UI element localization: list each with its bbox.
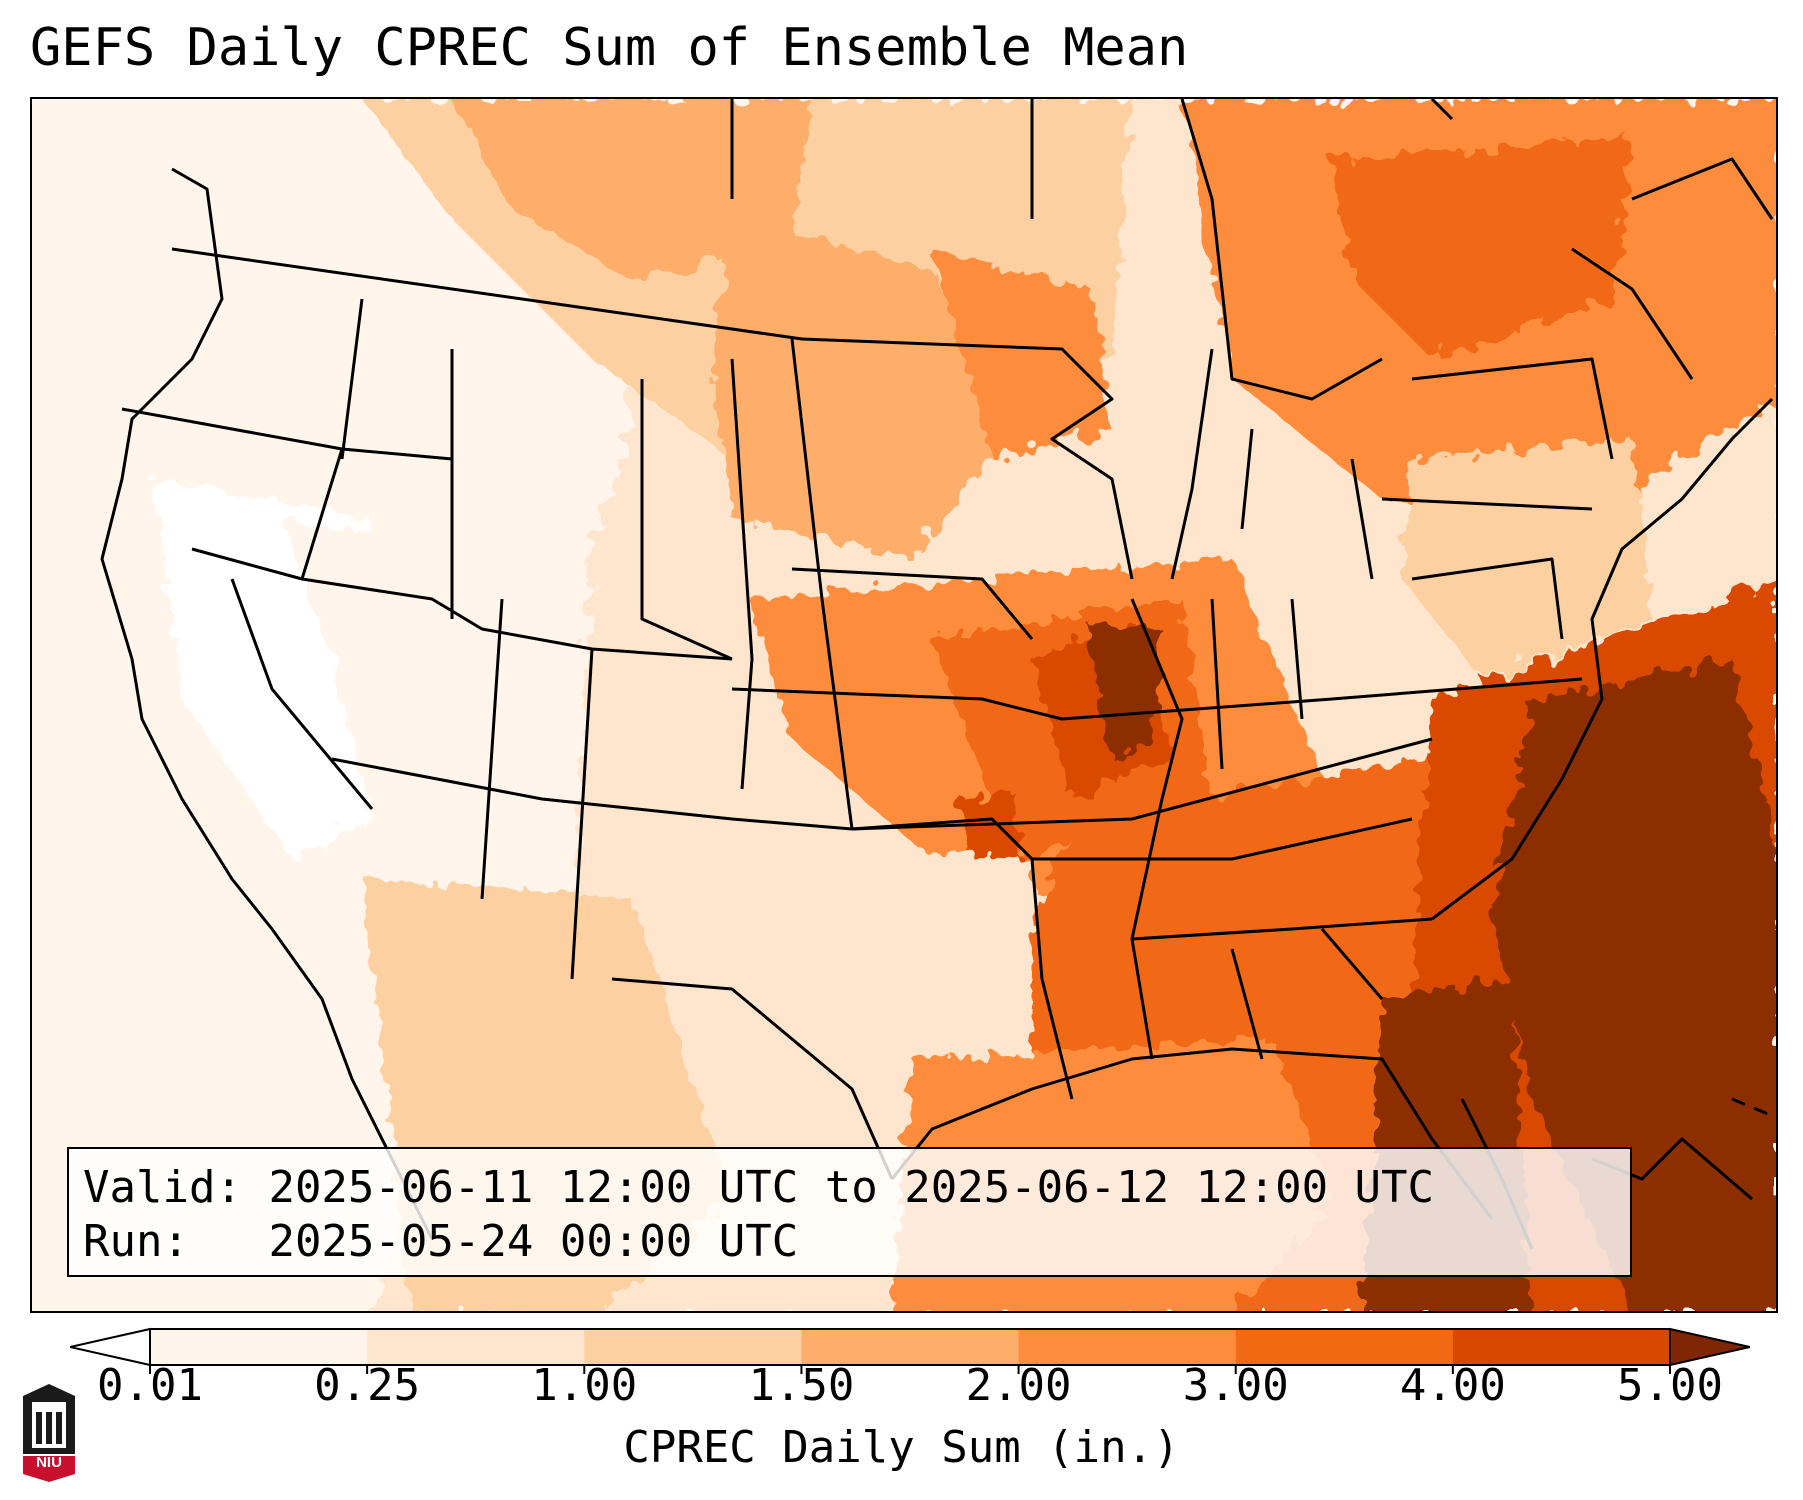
run-time: 2025-05-24 00:00 UTC bbox=[268, 1216, 799, 1267]
colorbar-tick-label: 0.01 bbox=[97, 1360, 203, 1411]
colorbar-tick-label: 0.25 bbox=[314, 1360, 421, 1411]
map-panel bbox=[30, 97, 1778, 1313]
colorbar-tick-label: 2.00 bbox=[965, 1360, 1072, 1411]
valid-time-box: Valid: 2025-06-11 12:00 UTC to 2025-06-1… bbox=[67, 1147, 1632, 1277]
colorbar-tick-label: 5.00 bbox=[1617, 1360, 1723, 1411]
colorbar bbox=[70, 1327, 1750, 1374]
precipitation-map bbox=[32, 99, 1776, 1311]
colorbar-segment bbox=[1018, 1329, 1237, 1365]
map-title: GEFS Daily CPREC Sum of Ensemble Mean bbox=[30, 18, 1189, 78]
valid-range: 2025-06-11 12:00 UTC to 2025-06-12 12:00… bbox=[268, 1162, 1435, 1213]
colorbar-tick-label: 1.50 bbox=[748, 1360, 855, 1411]
valid-label: Valid: bbox=[83, 1162, 242, 1213]
run-label: Run: bbox=[83, 1216, 189, 1267]
colorbar-segment bbox=[584, 1329, 802, 1365]
colorbar-segment bbox=[1235, 1329, 1454, 1365]
niu-logo bbox=[23, 1384, 75, 1482]
precip-field bbox=[32, 99, 1776, 1311]
colorbar-tick-label: 4.00 bbox=[1399, 1360, 1506, 1411]
niu-logo-text: NIU bbox=[36, 1454, 62, 1471]
colorbar-frame bbox=[149, 1328, 1671, 1366]
colorbar-tick-label: 3.00 bbox=[1182, 1360, 1289, 1411]
colorbar-segment bbox=[150, 1329, 368, 1365]
colorbar-segment bbox=[801, 1329, 1020, 1365]
colorbar-label: CPREC Daily Sum (in.) bbox=[623, 1422, 1180, 1473]
colorbar-segment bbox=[367, 1329, 585, 1365]
colorbar-segment bbox=[1452, 1329, 1671, 1365]
colorbar-tick-label: 1.00 bbox=[531, 1360, 638, 1411]
